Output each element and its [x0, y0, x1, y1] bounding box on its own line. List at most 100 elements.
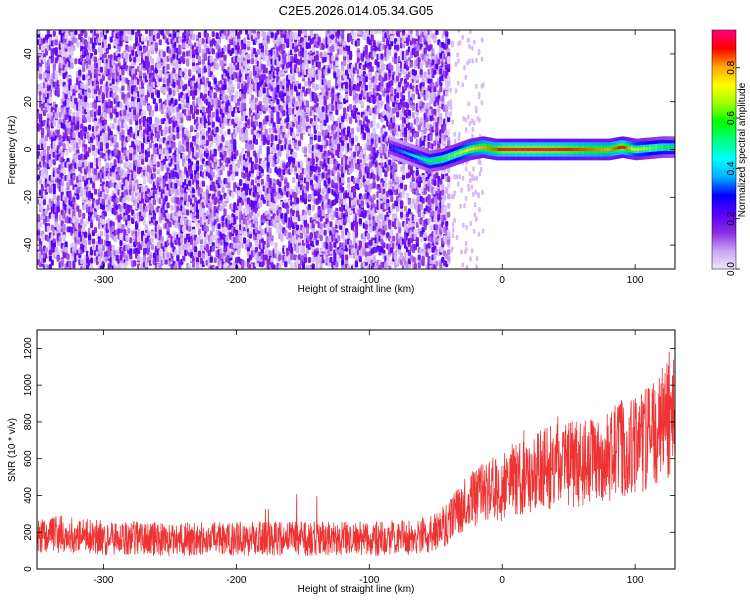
spectrogram-noise-cell — [235, 150, 239, 157]
spectrogram-noise-cell — [254, 77, 258, 84]
spectrogram-noise-cell — [182, 42, 186, 49]
spectrogram-noise-cell — [70, 57, 74, 64]
spectrogram-noise-cell — [215, 110, 219, 117]
spectrogram-noise-cell — [201, 253, 206, 260]
spectrogram-noise-cell — [195, 165, 200, 172]
spectrogram-noise-cell — [211, 111, 215, 118]
spectrogram-noise-cell — [50, 213, 54, 220]
spectrogram-noise-cell — [109, 100, 113, 107]
spectrogram-noise-cell — [225, 236, 229, 243]
spectrogram-noise-cell — [246, 40, 251, 47]
spectrogram-noise-cell — [113, 236, 117, 243]
spectrogram-noise-cell — [217, 223, 221, 230]
spectrogram-noise-cell — [144, 261, 149, 268]
spectrogram-noise-cell — [48, 186, 52, 193]
spectrogram-noise-cell — [150, 230, 155, 237]
spectrogram-noise-cell — [123, 109, 127, 116]
spectrogram-noise-cell — [111, 78, 115, 85]
spectrogram-noise-cell — [154, 42, 158, 49]
spectrogram-noise-cell — [254, 240, 258, 247]
spectrogram-noise-cell — [199, 244, 204, 251]
spectrogram-noise-cell — [52, 30, 56, 37]
spectrogram-noise-cell — [142, 109, 147, 116]
spectrogram-noise-cell — [64, 33, 68, 40]
spectrogram-noise-cell — [52, 144, 56, 151]
spectrogram-noise-cell — [76, 41, 80, 48]
spectrogram-noise-cell — [213, 78, 217, 85]
spectrogram-noise-cell — [248, 71, 253, 78]
spectrogram-noise-cell — [121, 129, 125, 136]
spectrogram-noise-cell — [46, 65, 51, 72]
spectrogram-noise-cell — [44, 247, 49, 254]
spectrogram-noise-cell — [66, 98, 70, 105]
spectrogram-noise-cell — [150, 92, 155, 99]
spectrogram-noise-cell — [82, 74, 86, 81]
spectrogram-noise-cell — [180, 117, 184, 124]
spectrogram-noise-cell — [254, 216, 258, 223]
spectrogram-noise-cell — [150, 237, 155, 244]
spectrogram-noise-cell — [121, 84, 125, 91]
spectrogram-noise-cell — [91, 238, 96, 245]
spectrogram-noise-cell — [192, 229, 196, 236]
spectrogram-noise-cell — [254, 120, 258, 127]
spectrogram-noise-cell — [160, 165, 164, 172]
spectrogram-noise-cell — [91, 182, 96, 189]
spectrogram-noise-cell — [221, 186, 225, 193]
spectrogram-noise-cell — [101, 245, 105, 252]
spectrogram-noise-cell — [66, 122, 70, 129]
spectrogram-noise-cell — [158, 148, 162, 155]
spectrogram-noise-cell — [213, 257, 217, 264]
spectrogram-noise-cell — [246, 119, 251, 126]
spectrogram-noise-cell — [195, 132, 200, 139]
spectrogram-noise-cell — [37, 144, 41, 151]
spectrogram-noise-cell — [241, 147, 245, 154]
spectrogram-noise-cell — [197, 32, 202, 39]
spectrogram-noise-cell — [105, 162, 109, 169]
spectrogram-noise-cell — [223, 54, 227, 61]
spectrogram-noise-cell — [241, 259, 245, 266]
spectrogram-noise-cell — [221, 215, 225, 222]
spectrogram-noise-cell — [72, 132, 76, 139]
spectrogram-noise-cell — [76, 193, 80, 200]
spectrogram-noise-cell — [176, 163, 180, 170]
spectrogram-noise-cell — [54, 39, 58, 46]
spectrogram-noise-cell — [54, 172, 58, 179]
spectrogram-noise-cell — [260, 178, 264, 185]
spectrogram-noise-cell — [74, 58, 78, 65]
spectrogram-noise-cell — [68, 260, 72, 267]
spectrogram-noise-cell — [56, 206, 60, 213]
spectrogram-noise-cell — [52, 120, 56, 127]
spectrogram-noise-cell — [244, 134, 249, 141]
spectrogram-noise-cell — [127, 195, 131, 202]
spectrogram-noise-cell — [243, 230, 247, 237]
spectrogram-noise-cell — [60, 185, 64, 192]
spectrogram-noise-cell — [188, 180, 192, 187]
spectrogram-noise-cell — [256, 33, 260, 40]
spectrogram-noise-cell — [88, 172, 92, 179]
spectrogram-noise-cell — [42, 199, 47, 206]
spectrogram-noise-cell — [227, 112, 231, 119]
spectrogram-noise-cell — [78, 69, 82, 76]
spectrogram-noise-cell — [150, 57, 155, 64]
spectrogram-noise-cell — [52, 183, 56, 190]
spectrogram-noise-cell — [174, 249, 178, 256]
spectrogram-noise-cell — [84, 126, 88, 133]
spectrogram-noise-cell — [250, 58, 255, 65]
spectrogram-noise-cell — [225, 195, 229, 202]
spectrogram-noise-cell — [113, 117, 117, 124]
spectrogram-noise-cell — [129, 237, 133, 244]
spectrogram-noise-cell — [88, 116, 92, 123]
spectrogram-noise-cell — [201, 106, 206, 113]
spectrogram-noise-cell — [46, 30, 51, 35]
spectrogram-noise-cell — [64, 197, 68, 204]
spectrogram-noise-cell — [176, 126, 180, 133]
spectrogram-noise-cell — [140, 35, 145, 42]
spectrogram-noise-cell — [125, 52, 129, 59]
spectrogram-noise-cell — [199, 152, 204, 159]
spectrogram-noise-cell — [91, 144, 96, 151]
spectrogram-noise-cell — [137, 235, 141, 242]
spectrogram-noise-cell — [209, 256, 213, 263]
spectrogram-noise-cell — [156, 118, 160, 125]
spectrogram-noise-cell — [91, 243, 96, 250]
spectrogram-noise-cell — [48, 97, 52, 104]
